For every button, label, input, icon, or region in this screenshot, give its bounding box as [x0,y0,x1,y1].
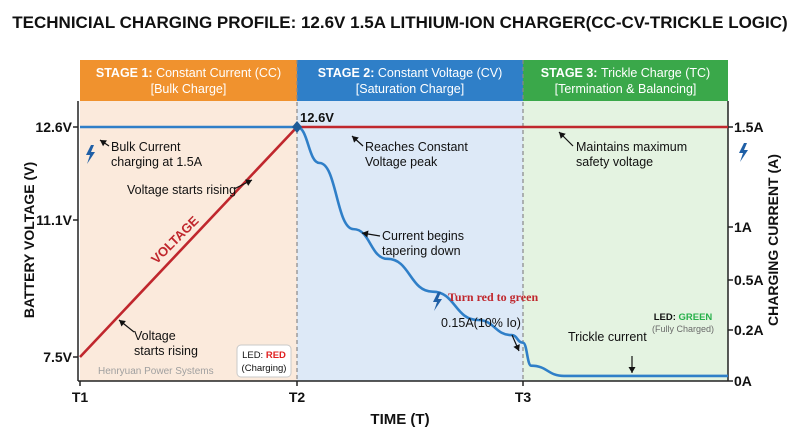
annotation-rising-bottom-arrow-head [119,320,126,327]
watermark-text: Henryuan Power Systems [98,366,214,377]
annotation-tapering-arrow-head [362,230,369,238]
y-left-tick-label: 12.6V [35,119,72,135]
x-tick-label: T3 [515,389,532,405]
lightning-icon [86,145,95,164]
stage-3-header [523,60,728,101]
annotation-trickle-arrow-head [628,367,636,373]
annotation-bulk-current: Bulk Current charging at 1.5A [111,140,203,169]
lightning-icon [739,143,748,162]
peak-marker [292,121,302,133]
stage-1-title: STAGE 1: Constant Current (CC) [96,66,281,80]
annotation-trickle-current: Trickle current [568,330,647,344]
y-left-tick-label: 7.5V [43,349,72,365]
annotation-reaches-arrow-head [352,136,359,143]
y-right-tick-label: 0A [734,373,752,389]
y-right-tick-label: 0.2A [734,322,764,338]
x-axis-label: TIME (T) [370,411,429,428]
stage-3-subtitle: [Termination & Balancing] [555,82,697,96]
led-red-state: (Charging) [242,363,287,374]
annotation-turn-red-green: Turn red to green [448,290,538,304]
annotation-voltage-rising-bottom: Voltage starts rising [134,329,198,358]
y-right-tick-label: 0.5A [734,272,764,288]
chart-title: TECHNICIAL CHARGING PROFILE: 12.6V 1.5A … [12,13,788,32]
y-right-axis-label: CHARGING CURRENT (A) [765,154,781,326]
led-green-label: LED: GREEN [654,312,713,323]
annotation-voltage-rising-top: Voltage starts rising [127,183,236,197]
voltage-series-line [79,125,728,358]
y-right-tick-label: 1.5A [734,119,764,135]
annotation-cutoff-arrow-head [513,344,520,351]
x-tick-label: T1 [72,389,89,405]
stage-3-title: STAGE 3: Trickle Charge (TC) [541,66,710,80]
y-right-tick-label: 1A [734,219,752,235]
led-red-label: LED: RED [242,350,286,361]
peak-value-label: 12.6V [300,110,334,125]
lightning-icon [433,292,442,311]
stage-2-subtitle: [Saturation Charge] [356,82,464,96]
y-left-tick-label: 11.1V [36,212,72,228]
stage-2-header [297,60,523,101]
x-tick-label: T2 [289,389,306,405]
stage-1-header [80,60,297,101]
stage-2-title: STAGE 2: Constant Voltage (CV) [318,66,503,80]
annotation-bulk-arrow-head [100,140,107,147]
annotation-reaches-peak: Reaches Constant Voltage peak [365,140,468,169]
annotation-tapering: Current begins tapering down [382,229,464,258]
y-left-axis-label: BATTERY VOLTAGE (V) [21,162,37,318]
led-green-state: (Fully Charged) [652,324,714,334]
annotation-maintains-arrow-head [559,132,566,139]
annotation-cutoff-current: 0.15A(10% Io) [441,316,521,330]
stage-3-background [523,101,728,381]
annotation-maintains: Maintains maximum safety voltage [576,140,687,169]
stage-2-background [297,101,523,381]
annotation-rising-top-arrow-head [245,179,252,186]
led-red-badge [236,344,292,378]
stage-1-subtitle: [Bulk Charge] [151,82,227,96]
